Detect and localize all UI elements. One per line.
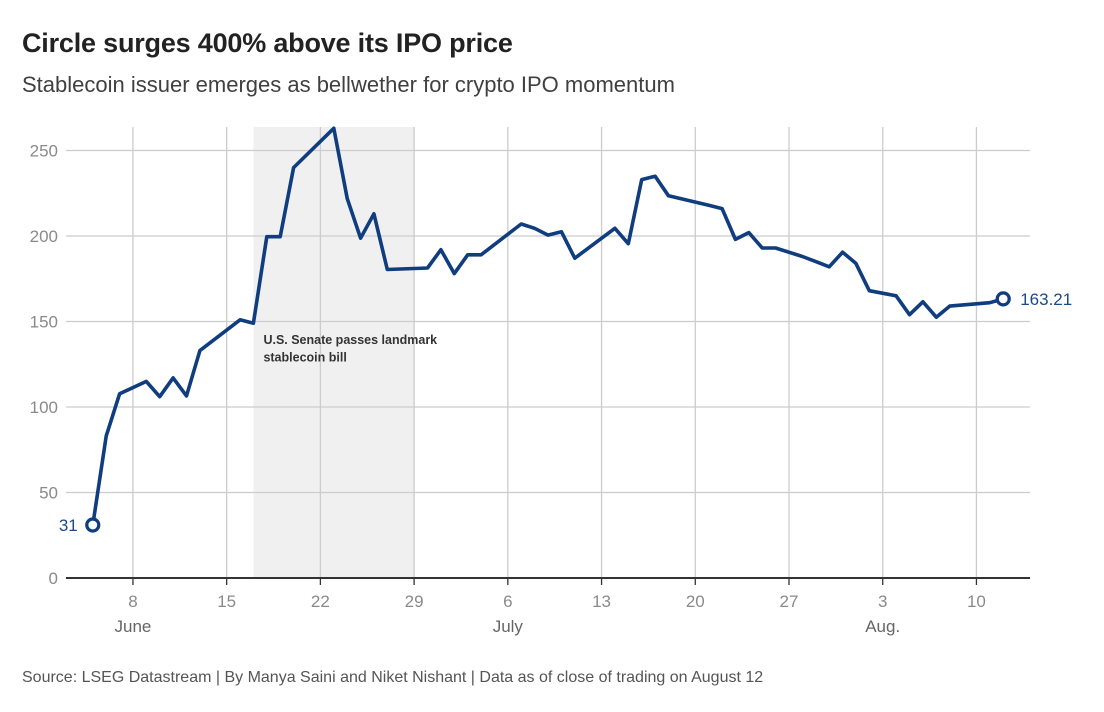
x-tick-label: 15 — [217, 592, 236, 611]
y-tick-label: 250 — [30, 142, 58, 161]
x-month-label: July — [493, 617, 524, 636]
chart-subtitle: Stablecoin issuer emerges as bellwether … — [22, 72, 675, 97]
line-chart: 0 50 100 150 200 250 8 June 15 22 29 6 July 13 20 27 3 Au… — [30, 126, 1072, 636]
start-value-label: 31 — [59, 516, 78, 535]
x-month-label: Aug. — [865, 617, 900, 636]
x-tick-label: 6 — [503, 592, 512, 611]
x-tick-label: 22 — [311, 592, 330, 611]
y-tick-label: 50 — [39, 484, 58, 503]
y-tick-label: 0 — [49, 569, 58, 588]
y-tick-label: 150 — [30, 313, 58, 332]
annotation-line: stablecoin bill — [263, 351, 346, 365]
x-tick-label: 3 — [878, 592, 887, 611]
end-value-label: 163.21 — [1020, 290, 1072, 309]
x-tick-label: 20 — [686, 592, 705, 611]
x-tick-label: 13 — [592, 592, 611, 611]
price-series-line — [91, 126, 1005, 527]
source-note: Source: LSEG Datastream | By Manya Saini… — [22, 669, 764, 686]
start-point-marker — [85, 517, 101, 533]
chart-title: Circle surges 400% above its IPO price — [22, 28, 513, 58]
highlight-annotation: U.S. Senate passes landmark stablecoin bi… — [263, 333, 437, 365]
x-tick-label: 27 — [780, 592, 799, 611]
y-tick-label: 100 — [30, 398, 58, 417]
x-tick-label: 8 — [128, 592, 137, 611]
end-point-marker — [995, 291, 1011, 307]
annotation-line: U.S. Senate passes landmark — [263, 333, 437, 347]
x-tick-label: 10 — [967, 592, 986, 611]
x-month-label: June — [115, 617, 152, 636]
highlight-band — [253, 127, 415, 578]
y-tick-label: 200 — [30, 227, 58, 246]
x-tick-label: 29 — [405, 592, 424, 611]
